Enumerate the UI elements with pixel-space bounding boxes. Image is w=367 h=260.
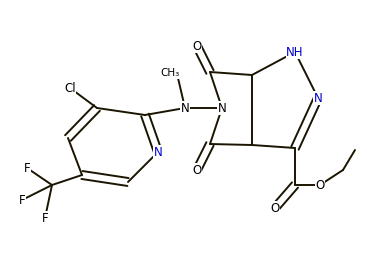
Text: N: N [218, 101, 226, 114]
Text: N: N [154, 146, 162, 159]
Text: F: F [24, 161, 30, 174]
Text: F: F [42, 211, 48, 224]
Text: O: O [192, 40, 201, 53]
Text: F: F [19, 193, 25, 206]
Text: Cl: Cl [64, 81, 76, 94]
Text: O: O [270, 202, 280, 214]
Text: N: N [181, 101, 189, 114]
Text: NH: NH [286, 46, 304, 58]
Text: O: O [192, 164, 201, 177]
Text: CH₃: CH₃ [160, 68, 179, 78]
Text: N: N [314, 92, 322, 105]
Text: O: O [315, 179, 325, 192]
